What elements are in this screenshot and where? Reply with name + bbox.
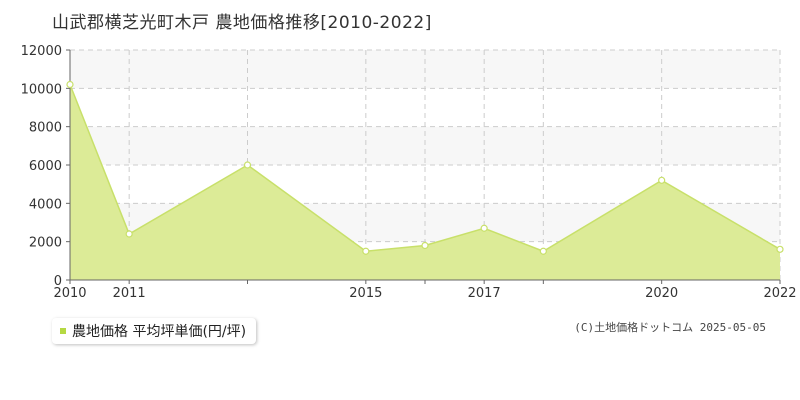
x-tick-label: 2022: [763, 286, 796, 301]
data-point: [539, 247, 547, 255]
copyright: (C)土地価格ドットコム 2025-05-05: [574, 321, 766, 334]
legend: 農地価格 平均坪単価(円/坪): [52, 318, 257, 344]
y-tick-label: 12000: [21, 44, 62, 59]
chart-title: 山武郡横芝光町木戸 農地価格推移[2010-2022]: [52, 13, 432, 33]
data-point: [421, 241, 429, 250]
y-tick-label: 8000: [29, 121, 62, 136]
data-point: [243, 161, 252, 169]
legend-swatch: [60, 328, 66, 334]
legend-label: 農地価格 平均坪単価(円/坪): [72, 324, 247, 340]
data-point: [362, 247, 370, 255]
data-point: [658, 176, 666, 184]
data-point: [125, 230, 133, 238]
x-tick-label: 2020: [645, 286, 678, 301]
y-tick-label: 2000: [29, 236, 62, 251]
x-tick-label: 2015: [349, 286, 382, 301]
x-tick-label: 2017: [468, 286, 501, 301]
x-tick-label: 2010: [53, 286, 86, 301]
y-tick-label: 10000: [21, 82, 62, 97]
y-tick-label: 0: [54, 274, 62, 289]
data-point: [480, 224, 488, 232]
data-point: [776, 245, 784, 253]
y-tick-label: 6000: [29, 159, 62, 174]
y-tick-label: 4000: [29, 197, 62, 212]
series-area: [70, 84, 780, 280]
x-tick-label: 2011: [113, 286, 146, 301]
data-point: [66, 80, 74, 89]
